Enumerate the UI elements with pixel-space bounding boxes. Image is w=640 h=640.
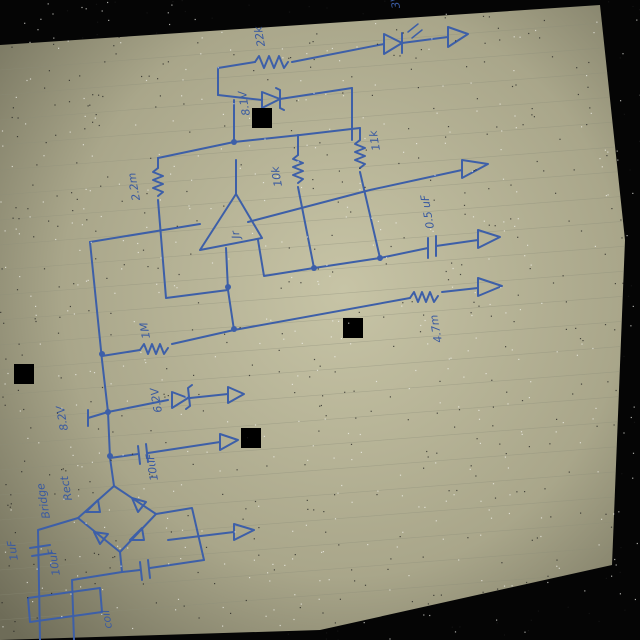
bridge-diode-3 [93,531,109,545]
redaction-boxes [14,108,363,448]
label-zener-8v1: 8.1V [236,88,253,116]
output-arrow-top [447,26,469,48]
output-arrow-bridge [233,523,255,541]
resistor-4m7 [409,291,439,303]
paper-sheet [0,5,625,640]
left-edge-components [27,544,103,623]
resistor-network [152,127,381,299]
op-amp-triangle [199,193,263,251]
coil-box [27,587,103,623]
redaction-box-2 [343,318,363,338]
redaction-box-4 [241,428,261,448]
label-coil: coil [99,609,115,630]
bridge-diode-4 [129,527,145,541]
label-bridge: Bridge [34,482,53,520]
label-4m7: 4.7m [427,314,445,344]
zener-8v1-branch [217,87,353,141]
label-22k: 22k [252,25,268,48]
zener-diode-top [261,91,281,109]
zener-6v2-branch [87,384,245,427]
label-led-3v: 3V [387,0,403,10]
label-zener-6v2: 6.2V [148,385,165,413]
redaction-box-1 [252,108,272,128]
capacitor-0.5uF [427,229,501,259]
label-10uf: 10uF [143,452,161,482]
label-10uf-bottom: 10uF [45,547,63,577]
resistor-1m-feedback [139,343,169,355]
op-amp [199,159,489,331]
label-1m: 1M [137,321,153,340]
output-arrow-zener [227,386,245,404]
ruled-lines [0,19,625,621]
led-diode-top [383,33,403,55]
component-labels: 22k 3V 8.1V 2.2m 10k 11k 0.5 uF Jr 1M 4.… [5,0,445,630]
label-bridge-rect: Rect [58,474,75,501]
label-cap-0.5uf: 0.5 uF [418,193,437,230]
label-2m2: 2.2m [125,172,143,202]
resistor-11k [354,139,366,169]
bridge-diode-2 [131,497,147,513]
output-arrow-cap-low [219,433,239,451]
resistor-22k [254,55,289,69]
bridge-diode-1 [85,499,101,513]
resistor-2m2-left [152,167,164,197]
label-1uf-left: 1uF [5,539,21,562]
capacitor-10uF [107,433,239,465]
zener-diode-low [171,391,189,409]
label-11k: 11k [367,129,383,152]
resistor-10k [292,154,304,184]
label-opamp: Jr [229,228,244,241]
label-8v2: 8.2V [54,403,71,431]
top-resistor-led-branch [217,23,469,96]
redaction-box-3 [14,364,34,384]
output-arrow-opamp [461,159,489,179]
bridge-rectifier [37,485,255,640]
output-arrow-cap [477,229,501,249]
output-arrow-4m7 [477,277,503,297]
